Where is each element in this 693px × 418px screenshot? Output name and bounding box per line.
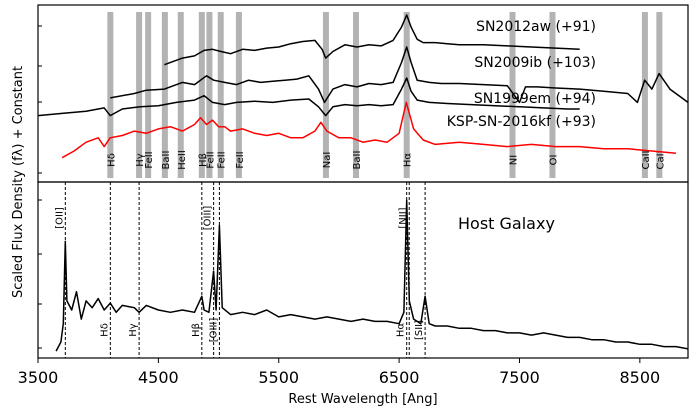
line-band-13 xyxy=(549,12,556,178)
line-band-label: HeII xyxy=(177,150,188,170)
bottom-spectrum xyxy=(55,199,689,352)
line-band-label: Hγ xyxy=(135,153,146,167)
series-label-0: SN2012aw (+91) xyxy=(476,19,596,35)
line-marker-label: Hγ xyxy=(128,323,139,337)
y-axis-label: Scaled Flux Density (fλ) + Constant xyxy=(11,66,26,298)
x-tick-label: 4500 xyxy=(138,368,179,387)
line-band-9 xyxy=(322,12,329,178)
line-band-14 xyxy=(641,12,648,178)
line-band-15 xyxy=(656,12,663,178)
line-band-6 xyxy=(206,12,213,178)
line-marker-label: [OIII] xyxy=(203,206,214,231)
top-series-labels: SN2012aw (+91) SN2009ib (+103) SN1999em (+… xyxy=(447,19,596,130)
line-band-label: FeII xyxy=(235,151,246,168)
line-band-label: CaII xyxy=(641,150,652,169)
line-band-4 xyxy=(177,12,184,178)
x-tick-label: 3500 xyxy=(18,368,59,387)
spectrum-line-1 xyxy=(110,46,689,104)
line-marker-label: Hα xyxy=(396,323,407,338)
line-marker-label: [OII] xyxy=(54,207,65,229)
line-band-7 xyxy=(217,12,224,178)
line-marker-label: Hβ xyxy=(191,323,202,337)
bottom-x-ticks: 3500 4500 5500 6500 7500 8500 xyxy=(18,358,660,387)
line-band-label: FeII xyxy=(144,151,155,168)
line-band-label: OI xyxy=(548,155,559,166)
x-axis-label: Rest Wavelength [Ang] xyxy=(288,392,437,407)
line-band-8 xyxy=(235,12,242,178)
line-marker-label: [NII] xyxy=(398,207,409,228)
bottom-panel-frame xyxy=(37,181,689,359)
top-spectra xyxy=(37,14,689,159)
spectrum-line-2 xyxy=(37,77,580,117)
x-tick-label: 7500 xyxy=(499,368,540,387)
line-band-0 xyxy=(107,12,114,178)
line-band-5 xyxy=(198,12,205,178)
line-band-12 xyxy=(509,12,516,178)
line-band-label: NI xyxy=(509,155,520,165)
line-band-label: NaI xyxy=(322,152,333,169)
bottom-y-ticks xyxy=(38,199,42,349)
line-marker-label: Hδ xyxy=(99,323,110,337)
top-y-ticks xyxy=(38,25,42,174)
line-band-label: FeII xyxy=(217,151,228,168)
host-spectrum-line-0 xyxy=(55,199,689,352)
series-label-2: SN1999em (+94) xyxy=(474,91,596,107)
line-band-label: FeII xyxy=(205,151,216,168)
spectrum-line-3 xyxy=(61,101,677,159)
line-band-label: BaII xyxy=(161,151,172,170)
line-marker-label: [OIII] xyxy=(208,318,219,343)
line-band-label: Hα xyxy=(403,153,414,168)
series-label-1: SN2009ib (+103) xyxy=(474,55,596,71)
line-band-11 xyxy=(403,12,410,178)
line-band-label: BaII xyxy=(352,151,363,170)
line-marker-label: [SII] xyxy=(414,320,425,340)
spectrum-line-0 xyxy=(164,14,580,66)
line-band-3 xyxy=(161,12,168,178)
host-galaxy-title: Host Galaxy xyxy=(458,214,555,233)
line-band-label: Hβ xyxy=(198,153,209,167)
line-band-10 xyxy=(353,12,360,178)
line-band-2 xyxy=(145,12,152,178)
line-band-label: Hδ xyxy=(106,153,117,167)
line-band-label: CaII xyxy=(655,150,666,169)
x-tick-label: 5500 xyxy=(258,368,299,387)
bottom-line-markers: [OII] Hδ Hγ Hβ [OIII] [OIII] Hα [NII] [SII] xyxy=(54,182,426,358)
x-tick-label: 6500 xyxy=(379,368,420,387)
x-tick-label: 8500 xyxy=(619,368,660,387)
line-band-1 xyxy=(136,12,143,178)
series-label-3: KSP-SN-2016kf (+93) xyxy=(447,114,596,130)
